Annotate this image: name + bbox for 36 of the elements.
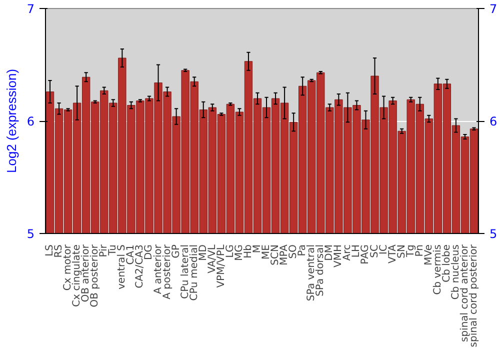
x-tick-label: Cb lobe — [441, 244, 452, 282]
x-tick-label: Pa — [297, 244, 308, 256]
x-tick-label: A anterior — [152, 244, 164, 294]
y2-tick-label: 7 — [490, 2, 498, 16]
x-tick-label: LG — [224, 244, 236, 258]
x-tick-label: MG — [234, 244, 245, 261]
x-tick-label: Pn — [414, 244, 426, 257]
x-tick-label: IC — [378, 244, 390, 254]
x-tick-label: Tg — [405, 244, 416, 258]
x-tick-label: DG — [144, 244, 155, 260]
x-tick-label: VTA — [387, 244, 398, 264]
x-tick-label: PAG — [360, 244, 372, 264]
x-tick-label: Cb vermis — [432, 244, 444, 295]
y-tick-label: 7 — [26, 2, 35, 16]
x-tick-label: RS — [54, 244, 65, 258]
x-tick-label: Cb nucleus — [450, 244, 462, 300]
x-tick-label: MD — [198, 244, 209, 261]
x-tick-label: VPM/VPL — [216, 244, 227, 288]
y2-tick-label: 6 — [490, 114, 498, 128]
x-tick-label: Hb — [242, 244, 254, 258]
x-tick-label: A posterior — [162, 244, 173, 300]
x-tick-label: CPu lateral — [180, 244, 191, 299]
y-axis-title: Log2 (expression) — [4, 68, 19, 174]
y-tick-label: 6 — [26, 114, 35, 128]
y2-tick-label: 5 — [490, 227, 498, 241]
x-tick-label: MVe — [423, 244, 434, 266]
x-tick-label: OB posterior — [90, 244, 101, 308]
x-tick-label: VA/VL — [206, 244, 218, 274]
x-tick-label: GP — [170, 244, 182, 258]
x-tick-label: M — [252, 244, 263, 254]
x-tick-label: SC — [369, 244, 380, 258]
y-tick-label: 5 — [26, 227, 35, 241]
x-tick-label: spinal cord anterior — [459, 244, 470, 342]
x-tick-label: spinal cord posterior — [468, 244, 480, 348]
x-tick-label: CPu medial — [188, 244, 200, 301]
x-tick-label: SN — [396, 244, 408, 258]
